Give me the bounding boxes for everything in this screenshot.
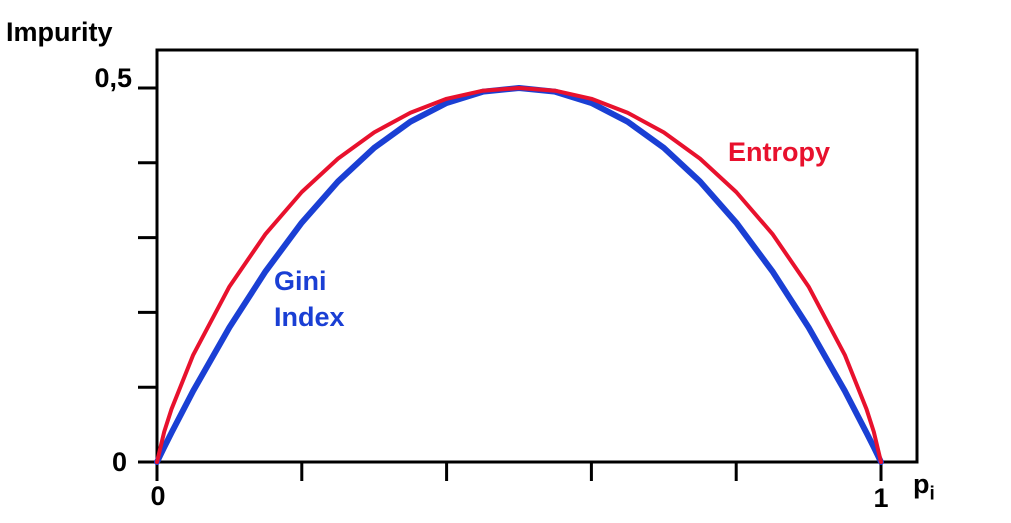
y-tick-label-0-5: 0,5 (94, 63, 132, 93)
x-axis-title: pi (913, 469, 935, 503)
entropy-curve-label: Entropy (728, 137, 831, 167)
x-tick-label-1: 1 (873, 483, 889, 513)
y-tick-label-0: 0 (111, 447, 127, 477)
gini-index-curve-label: Gini Index (274, 266, 345, 332)
x-tick-label-0: 0 (150, 481, 166, 511)
plot-border (155, 48, 919, 464)
y-axis-title: Impurity (6, 17, 113, 47)
x-axis-title-letter: p (913, 469, 930, 499)
x-axis-title-subscript: i (929, 483, 935, 505)
entropy-curve (155, 86, 883, 464)
